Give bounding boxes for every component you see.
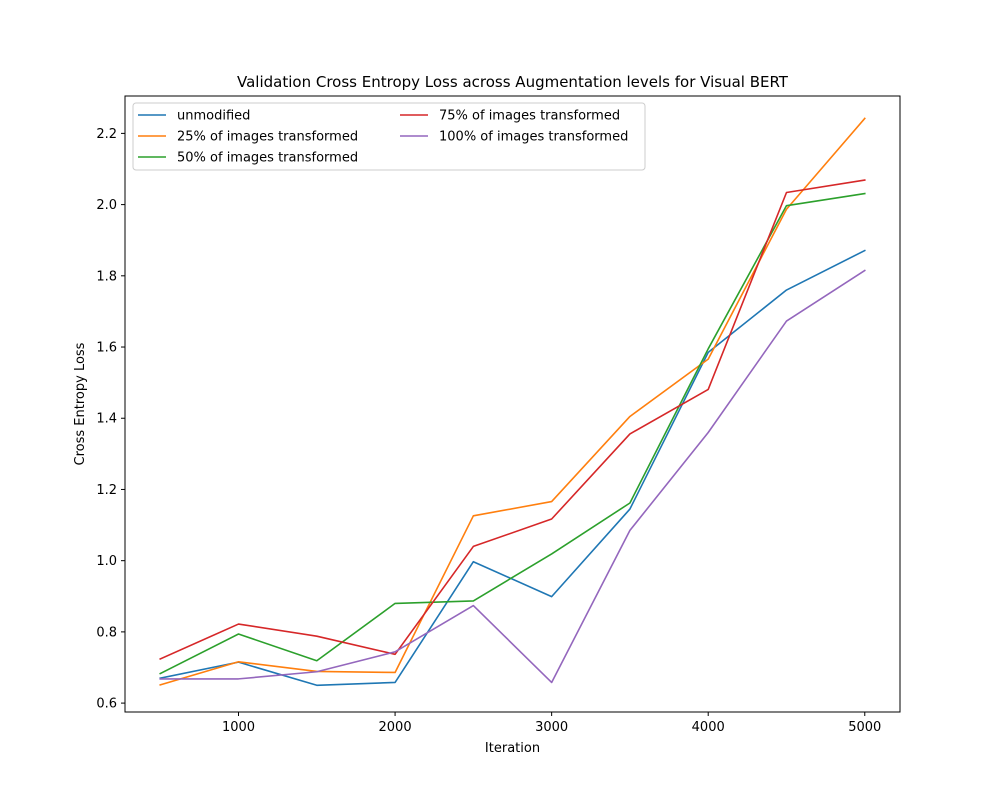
y-axis-label: Cross Entropy Loss xyxy=(73,342,88,465)
plot-area: 1000 2000 3000 4000 5000 0.6 0.8 1.0 1.2 1.4 1.6 1.… xyxy=(96,95,901,735)
series-line-4 xyxy=(159,179,866,661)
series-line-3 xyxy=(159,192,866,675)
chart-title: Validation Cross Entropy Loss across Aug… xyxy=(237,73,789,91)
y-tick-label: 1.6 xyxy=(96,341,117,356)
legend-box xyxy=(132,102,646,171)
x-tick-label: 4000 xyxy=(692,720,725,735)
y-tick-label: 2.0 xyxy=(96,198,117,213)
legend-label-2: 25% of images transformed xyxy=(177,130,358,145)
legend-label-3: 50% of images transformed xyxy=(177,151,358,166)
legend-label-4: 75% of images transformed xyxy=(439,109,620,124)
series-line-1 xyxy=(159,249,866,687)
series-line-5 xyxy=(159,269,866,684)
axes-frame xyxy=(124,95,901,713)
y-tick-label: 0.6 xyxy=(96,697,117,712)
x-tick-label: 2000 xyxy=(379,720,412,735)
legend-label-5: 100% of images transformed xyxy=(439,130,628,145)
series-line-2 xyxy=(159,117,866,686)
y-tick-label: 0.8 xyxy=(96,625,117,640)
y-tick-label: 2.2 xyxy=(96,127,117,142)
y-tick-label: 1.8 xyxy=(96,269,117,284)
y-tick-label: 1.2 xyxy=(96,483,117,498)
y-tick-label: 1.0 xyxy=(96,554,117,569)
legend: unmodified 25% of images transformed 50% o… xyxy=(132,102,646,171)
x-tick-label: 5000 xyxy=(848,720,881,735)
legend-label-1: unmodified xyxy=(177,109,250,124)
x-tick-label: 3000 xyxy=(535,720,568,735)
y-tick-label: 1.4 xyxy=(96,412,117,427)
x-axis-label: Iteration xyxy=(485,741,540,756)
x-tick-label: 1000 xyxy=(222,720,255,735)
